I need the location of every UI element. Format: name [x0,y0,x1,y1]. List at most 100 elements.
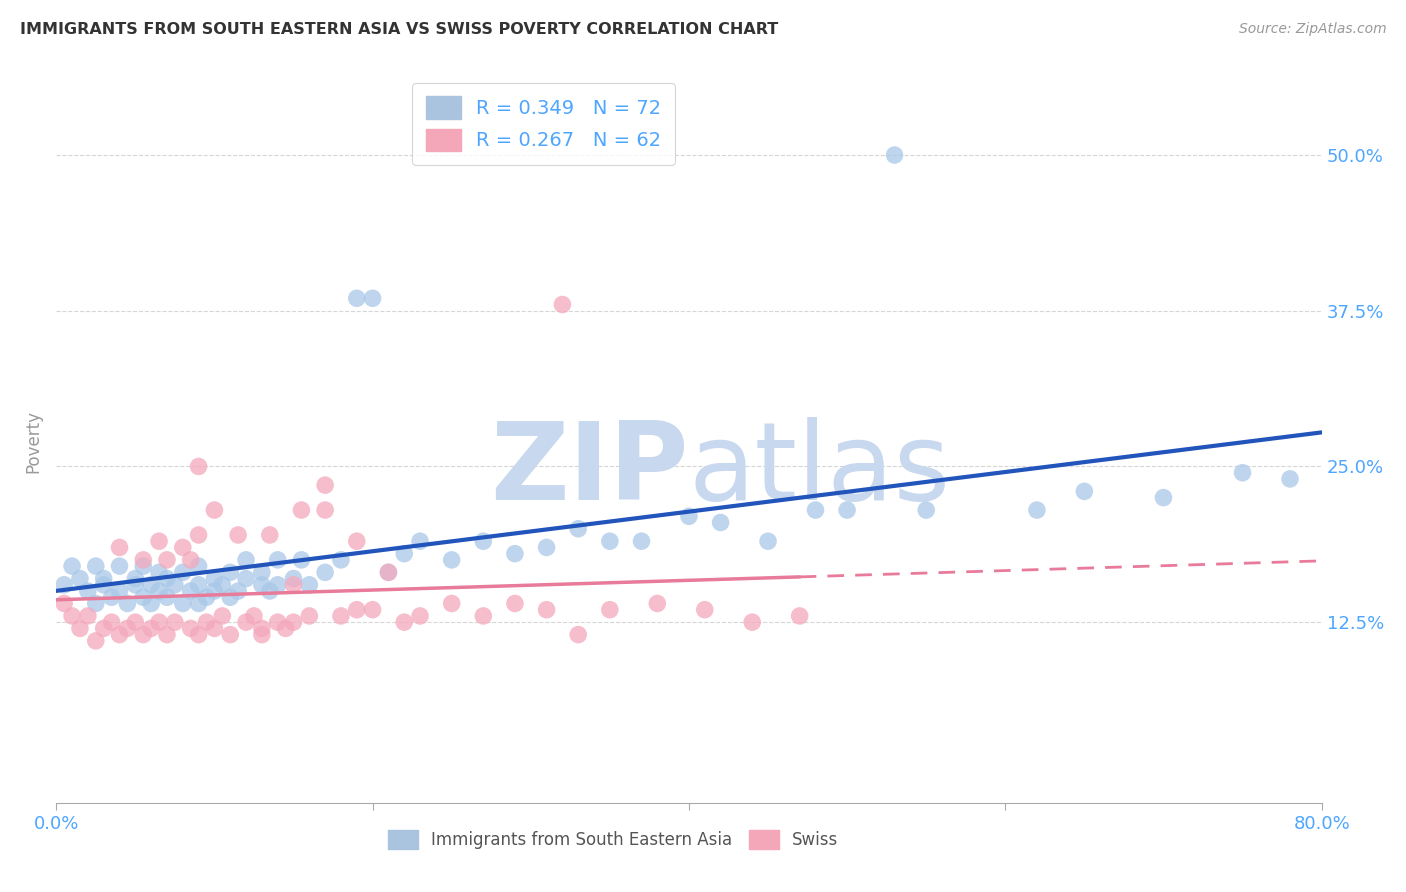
Point [195,591,218,605]
Point [187,578,209,592]
Point [195,615,218,630]
Point [124,572,146,586]
Point [693,603,716,617]
Point [259,528,281,542]
Point [915,503,938,517]
Point [1025,503,1047,517]
Point [290,553,312,567]
Point [645,597,669,611]
Point [172,541,194,555]
Point [141,621,162,635]
Point [108,559,131,574]
Point [377,566,399,580]
Point [187,627,209,641]
Legend: Immigrants from South Eastern Asia, Swiss: Immigrants from South Eastern Asia, Swis… [381,823,845,856]
Point [180,584,202,599]
Point [156,627,179,641]
Point [132,553,155,567]
Point [361,291,384,305]
Point [267,553,290,567]
Point [1073,484,1095,499]
Point [298,578,321,592]
Point [536,541,558,555]
Point [124,615,146,630]
Point [1279,472,1302,486]
Point [69,572,91,586]
Point [709,516,731,530]
Point [678,509,700,524]
Point [226,584,249,599]
Point [219,627,242,641]
Point [60,559,83,574]
Point [84,633,107,648]
Point [741,615,763,630]
Point [346,291,368,305]
Point [148,615,170,630]
Point [250,578,273,592]
Point [630,534,652,549]
Point [132,627,155,641]
Text: ZIP: ZIP [491,417,689,524]
Point [100,615,122,630]
Point [298,609,321,624]
Point [180,553,202,567]
Point [117,597,139,611]
Point [503,597,526,611]
Point [409,609,432,624]
Point [1152,491,1174,505]
Point [267,578,290,592]
Point [108,584,131,599]
Point [93,572,115,586]
Point [361,603,384,617]
Point [440,553,463,567]
Point [329,553,352,567]
Point [141,578,162,592]
Point [156,572,179,586]
Point [219,591,242,605]
Y-axis label: Poverty: Poverty [24,410,42,473]
Point [259,584,281,599]
Point [202,584,225,599]
Point [250,621,273,635]
Point [567,627,589,641]
Point [409,534,432,549]
Point [392,547,416,561]
Point [283,578,305,592]
Point [472,534,495,549]
Point [472,609,495,624]
Point [211,578,233,592]
Point [267,615,290,630]
Point [93,578,115,592]
Point [148,584,170,599]
Point [84,559,107,574]
Point [314,503,336,517]
Point [163,578,186,592]
Point [84,597,107,611]
Point [756,534,779,549]
Point [76,609,98,624]
Point [346,534,368,549]
Point [283,572,305,586]
Point [599,603,621,617]
Point [124,578,146,592]
Point [235,553,257,567]
Point [132,559,155,574]
Point [290,503,312,517]
Point [100,591,122,605]
Point [60,609,83,624]
Point [172,566,194,580]
Point [551,297,574,311]
Point [1232,466,1254,480]
Point [346,603,368,617]
Point [93,621,115,635]
Point [53,578,76,592]
Point [202,621,225,635]
Point [235,615,257,630]
Point [156,591,179,605]
Point [567,522,589,536]
Point [108,541,131,555]
Point [283,615,305,630]
Point [180,621,202,635]
Point [250,566,273,580]
Point [503,547,526,561]
